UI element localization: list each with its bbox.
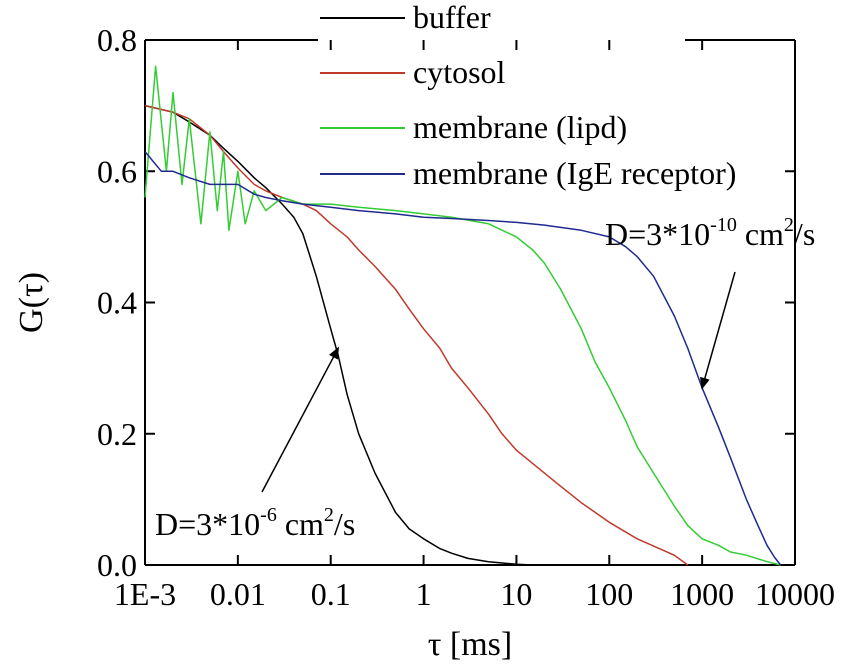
legend-label-membrane-lipd: membrane (lipd): [413, 109, 627, 145]
series-line-membrane-ige-receptor: [144, 151, 782, 566]
series-line-buffer: [144, 104, 533, 566]
annotation-arrow: [700, 271, 736, 390]
legend-label-buffer: buffer: [413, 0, 491, 35]
y-axis-title: G(τ): [13, 272, 50, 333]
x-tick-label: 0.1: [311, 576, 351, 612]
x-tick-label: 0.01: [210, 576, 266, 612]
x-tick-label: 10: [500, 576, 532, 612]
annotations-group: D=3*10-6 cm2/s D=3*10-10 cm2/s: [155, 214, 815, 542]
legend-label-cytosol: cytosol: [413, 54, 506, 90]
y-tick-label: 0.2: [97, 416, 137, 452]
x-tick-label: 10000: [755, 576, 835, 612]
axes-group: 1E-3 0.01 0.1 1 10 100 1000 10000 0.0 0.2 0.4 0.6 0.…: [97, 22, 835, 612]
x-tick-label: 1: [416, 576, 432, 612]
legend: buffer cytosol membrane (lipd) membrane (Ig…: [320, 0, 736, 191]
x-tick-label: 100: [585, 576, 633, 612]
series-line-cytosol: [144, 104, 689, 566]
x-tick-label: 1E-3: [114, 576, 176, 612]
y-tick-label: 0.8: [97, 22, 137, 58]
y-tick-label: 0.4: [97, 285, 137, 321]
annotation-arrow: [261, 346, 340, 493]
y-tick-label: 0.0: [97, 547, 137, 583]
y-tick-label: 0.6: [97, 153, 137, 189]
x-axis-title: τ [ms]: [428, 626, 513, 663]
series-line-membrane-lipd: [144, 65, 781, 566]
annotation-label: D=3*10-10 cm2/s: [605, 214, 815, 252]
annotation-label: D=3*10-6 cm2/s: [155, 504, 355, 542]
x-tick-label: 1000: [670, 576, 734, 612]
series-group: [144, 65, 782, 566]
legend-label-membrane-ige-receptor: membrane (IgE receptor): [413, 155, 736, 191]
